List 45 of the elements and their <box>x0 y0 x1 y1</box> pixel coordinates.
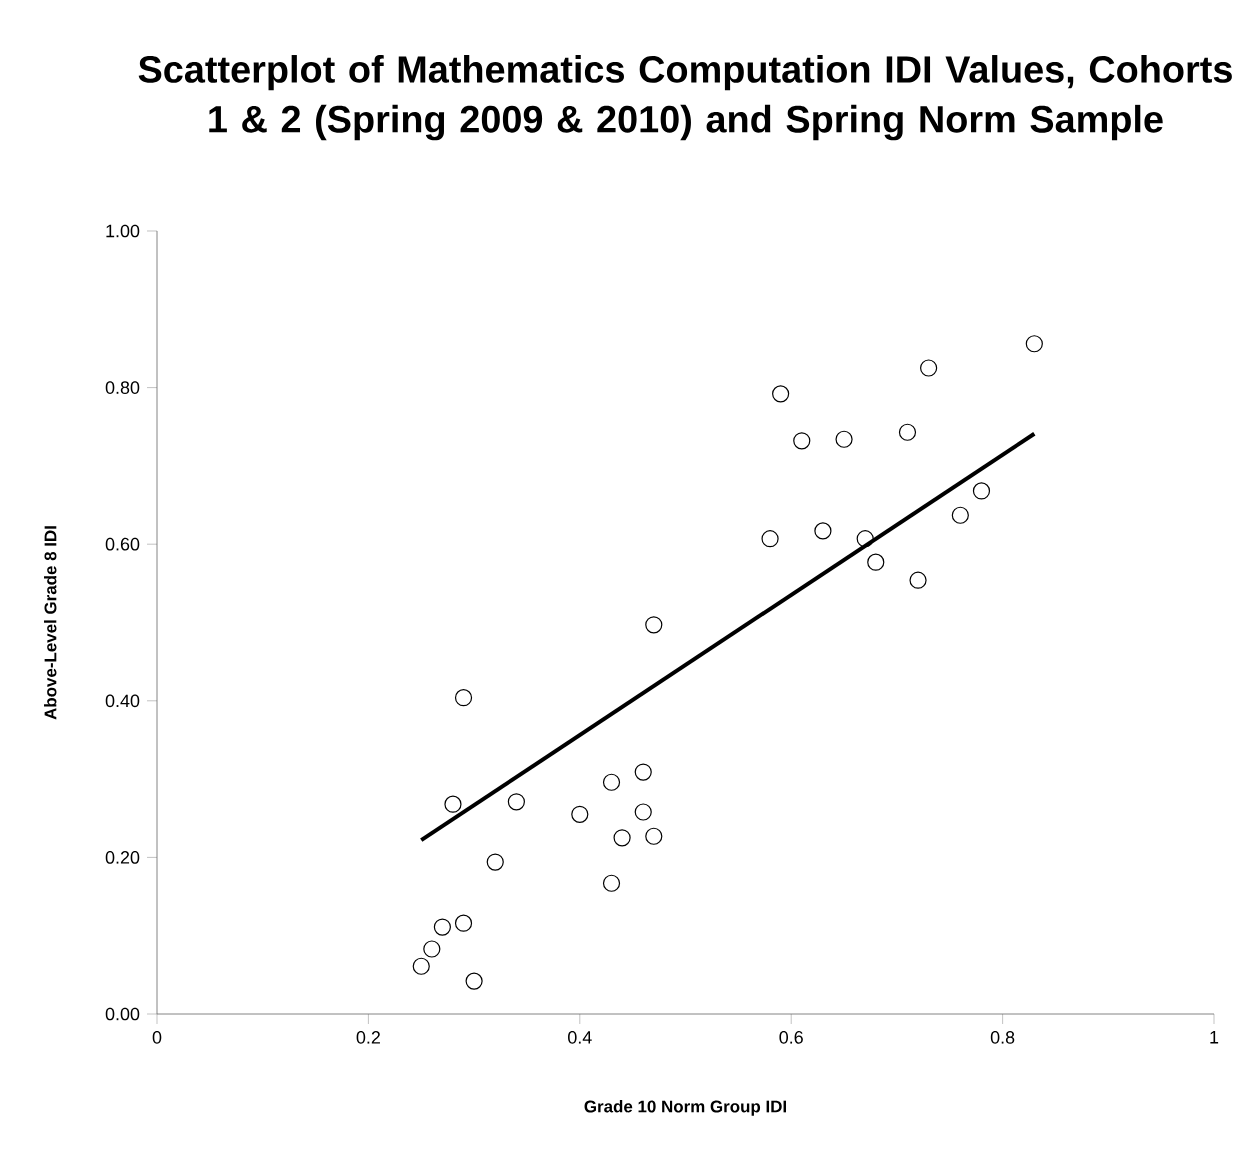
point <box>951 506 969 524</box>
point <box>761 530 779 548</box>
point <box>793 432 811 450</box>
point <box>634 803 652 821</box>
x-tick-label: 0.4 <box>568 1031 592 1044</box>
y-tick-label: 0.00 <box>105 1007 140 1021</box>
point <box>867 553 885 571</box>
point <box>972 482 991 500</box>
point <box>856 530 874 548</box>
point <box>602 773 621 791</box>
point <box>433 918 451 936</box>
point <box>454 689 473 707</box>
point <box>613 829 631 847</box>
point <box>634 763 652 781</box>
point <box>772 385 790 403</box>
point <box>465 972 483 990</box>
x-tick-label: 0 <box>152 1031 162 1044</box>
point <box>909 571 927 589</box>
point <box>507 793 525 811</box>
y-tick-label: 0.80 <box>105 381 140 394</box>
x-axis-title: Grade 10 Norm Group IDI <box>584 1100 786 1116</box>
x-tick-label: 0.6 <box>779 1031 803 1044</box>
point <box>602 874 621 892</box>
y-tick-label: 0.40 <box>105 694 140 708</box>
chart-title: Scatterplot of Mathematics Computation IDI Values, Cohorts 1 & 2 (Spring 2009 & 2010) and Spring Norm Sample <box>138 55 1232 141</box>
point <box>486 853 504 871</box>
point <box>645 616 663 634</box>
point <box>444 795 462 813</box>
y-axis-title: Above-Level Grade 8 IDI <box>44 526 57 720</box>
point <box>412 957 430 975</box>
point <box>814 522 832 540</box>
point <box>645 827 663 845</box>
point <box>898 423 917 441</box>
point <box>571 805 589 823</box>
point <box>454 914 473 932</box>
point <box>920 359 938 377</box>
point <box>1025 335 1043 353</box>
y-tick-label: 0.20 <box>105 851 140 864</box>
point <box>423 940 441 958</box>
x-tick-label: 1 <box>1210 1031 1219 1044</box>
x-tick-label: 0.2 <box>356 1031 380 1044</box>
y-tick-label: 1.00 <box>106 224 140 238</box>
x-tick-label: 0.8 <box>990 1031 1015 1044</box>
y-tick-label: 0.60 <box>105 537 140 551</box>
point <box>835 430 853 448</box>
